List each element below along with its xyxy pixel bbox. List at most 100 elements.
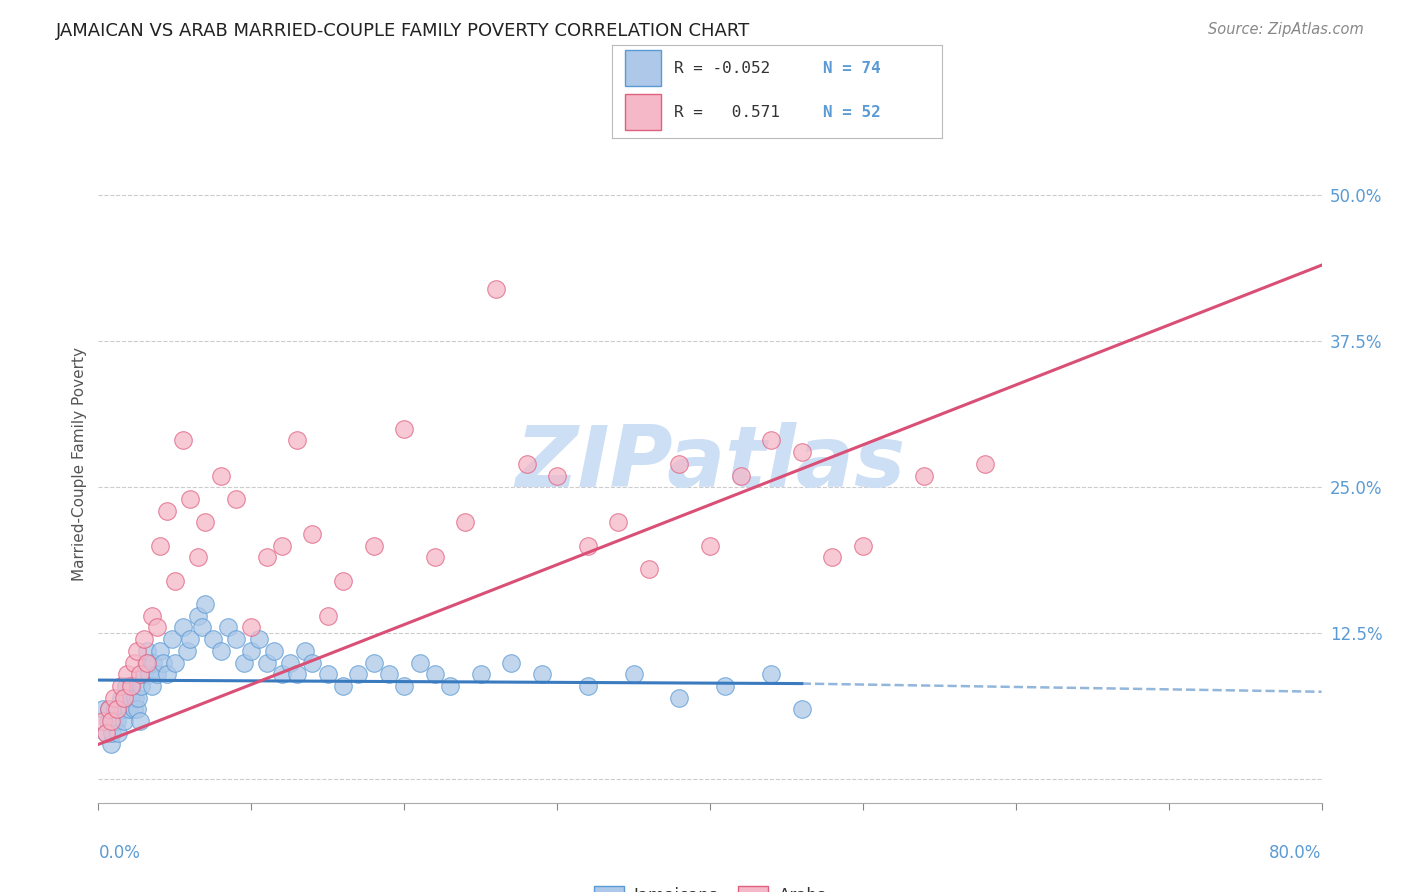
Point <box>107 725 129 739</box>
Point <box>163 574 186 588</box>
Point <box>117 667 139 681</box>
Point <box>240 644 263 658</box>
Text: R =   0.571: R = 0.571 <box>675 104 780 120</box>
Point <box>103 714 125 728</box>
Point <box>714 679 737 693</box>
Point <box>263 644 285 658</box>
Point <box>172 620 194 634</box>
Point <box>112 714 135 728</box>
Y-axis label: Married-Couple Family Poverty: Married-Couple Family Poverty <box>72 347 87 581</box>
Point <box>392 679 416 693</box>
Point <box>256 656 278 670</box>
Point <box>125 644 148 658</box>
Point <box>294 644 316 658</box>
Point <box>91 702 114 716</box>
Point <box>209 468 232 483</box>
Point <box>120 690 142 705</box>
Point <box>270 539 292 553</box>
Text: N = 74: N = 74 <box>823 61 880 76</box>
Text: 80.0%: 80.0% <box>1270 844 1322 862</box>
Text: ZIPatlas: ZIPatlas <box>515 422 905 506</box>
Point <box>191 620 214 634</box>
Point <box>145 667 167 681</box>
Point <box>363 539 385 553</box>
Point <box>232 656 254 670</box>
Point <box>332 574 354 588</box>
Point <box>129 679 152 693</box>
Point <box>91 714 114 728</box>
Point <box>138 667 160 681</box>
Point <box>128 714 150 728</box>
Point <box>136 656 159 670</box>
Point <box>790 702 813 716</box>
Point <box>101 725 124 739</box>
Point <box>124 690 146 705</box>
Point <box>576 539 599 553</box>
Point <box>98 702 121 716</box>
Point <box>408 656 430 670</box>
Point <box>135 656 157 670</box>
Point <box>301 656 323 670</box>
Point <box>285 667 308 681</box>
Point <box>454 516 477 530</box>
Point <box>103 690 125 705</box>
Point <box>439 679 461 693</box>
Point <box>111 702 134 716</box>
Point <box>149 539 172 553</box>
Point <box>607 516 630 530</box>
Point <box>423 550 446 565</box>
Legend: Jamaicans, Arabs: Jamaicans, Arabs <box>588 879 832 892</box>
Point <box>149 644 172 658</box>
Point <box>759 667 782 681</box>
Point <box>699 539 721 553</box>
Point <box>209 644 232 658</box>
Point <box>125 702 148 716</box>
Point <box>122 656 145 670</box>
Point <box>217 620 239 634</box>
Point <box>347 667 370 681</box>
Point <box>160 632 183 647</box>
Point <box>759 434 782 448</box>
Point <box>852 539 875 553</box>
Point <box>668 457 690 471</box>
Point <box>363 656 385 670</box>
Point <box>110 690 132 705</box>
Point <box>115 679 138 693</box>
Point <box>378 667 401 681</box>
Point <box>225 632 247 647</box>
Point <box>247 632 270 647</box>
Point <box>156 503 179 517</box>
Point <box>530 667 553 681</box>
Point <box>270 667 292 681</box>
Text: R = -0.052: R = -0.052 <box>675 61 770 76</box>
Point <box>121 679 143 693</box>
Point <box>136 644 159 658</box>
Point <box>225 491 247 506</box>
Point <box>546 468 568 483</box>
Point <box>240 620 263 634</box>
Text: N = 52: N = 52 <box>823 104 880 120</box>
Point <box>118 702 141 716</box>
Point <box>100 714 122 728</box>
Point <box>145 620 167 634</box>
Text: JAMAICAN VS ARAB MARRIED-COUPLE FAMILY POVERTY CORRELATION CHART: JAMAICAN VS ARAB MARRIED-COUPLE FAMILY P… <box>56 22 751 40</box>
Point <box>470 667 492 681</box>
Point <box>94 725 117 739</box>
Point <box>141 608 163 623</box>
Point <box>392 422 416 436</box>
Point <box>104 702 127 716</box>
Point <box>202 632 225 647</box>
Point <box>187 550 209 565</box>
Point <box>141 679 163 693</box>
Text: Source: ZipAtlas.com: Source: ZipAtlas.com <box>1208 22 1364 37</box>
Point <box>278 656 301 670</box>
Point <box>97 714 120 728</box>
Point <box>176 644 198 658</box>
Point <box>790 445 813 459</box>
Point <box>423 667 446 681</box>
Point <box>134 632 156 647</box>
Point <box>637 562 661 576</box>
Text: 0.0%: 0.0% <box>98 844 141 862</box>
Point <box>285 434 308 448</box>
Point <box>912 468 935 483</box>
